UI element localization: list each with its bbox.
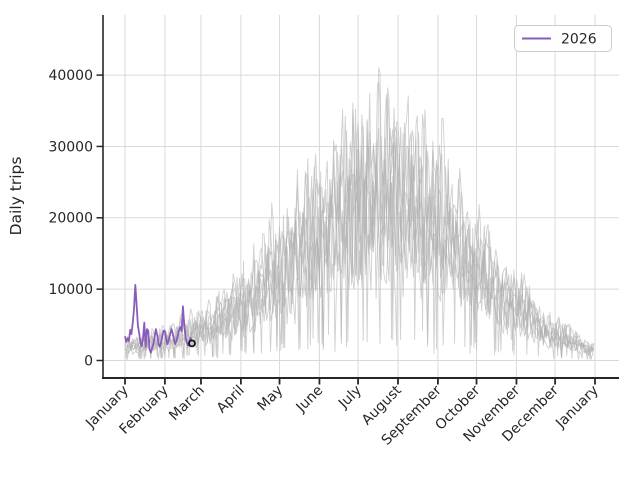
historical-year-line xyxy=(124,138,595,360)
y-tick-label: 0 xyxy=(84,353,93,369)
y-tick-label: 10000 xyxy=(48,282,93,298)
legend: 2026 xyxy=(514,25,612,52)
historical-year-line xyxy=(124,172,595,360)
x-tick-label: April xyxy=(214,383,248,417)
y-tick-label: 20000 xyxy=(48,211,93,227)
latest-point-marker xyxy=(188,339,196,348)
y-tick-label: 30000 xyxy=(48,139,93,155)
x-tick-label: January xyxy=(552,383,602,433)
legend-label-2026: 2026 xyxy=(561,32,597,48)
data-series xyxy=(124,67,595,360)
y-tick-label: 40000 xyxy=(48,68,93,84)
y-axis-label: Daily trips xyxy=(7,157,25,236)
x-tick-label: March xyxy=(166,383,207,424)
x-tick-label: June xyxy=(293,383,327,417)
legend-box xyxy=(514,25,612,52)
series-2026-line xyxy=(124,284,193,354)
x-tick-label: May xyxy=(255,383,287,415)
x-tick-label: July xyxy=(335,383,365,413)
